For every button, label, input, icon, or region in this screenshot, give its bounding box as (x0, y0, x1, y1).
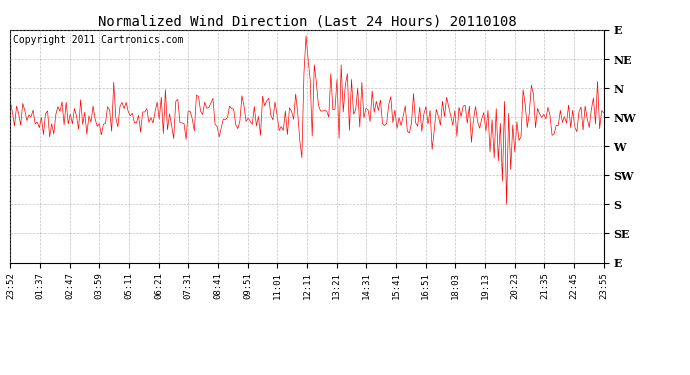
Text: Copyright 2011 Cartronics.com: Copyright 2011 Cartronics.com (13, 34, 184, 45)
Title: Normalized Wind Direction (Last 24 Hours) 20110108: Normalized Wind Direction (Last 24 Hours… (98, 15, 516, 29)
